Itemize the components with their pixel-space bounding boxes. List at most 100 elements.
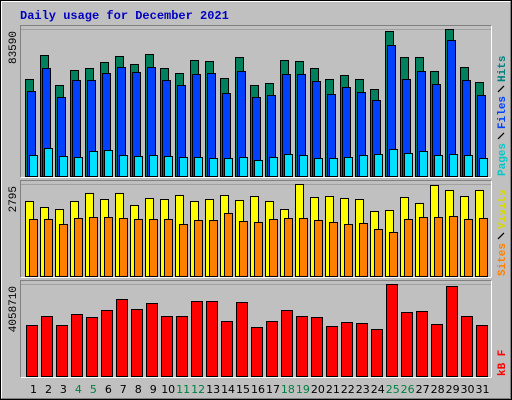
bar (386, 284, 398, 377)
bar (329, 158, 338, 177)
bar (224, 212, 233, 278)
x-tick-label: 17 (266, 383, 280, 396)
x-tick-label: 13 (206, 383, 220, 396)
bar (419, 150, 428, 177)
legend-label: Files (497, 96, 509, 129)
bar (449, 215, 458, 278)
x-tick-label: 5 (90, 383, 97, 396)
bar (101, 310, 113, 377)
x-tick-label: 20 (311, 383, 325, 396)
bar (239, 157, 248, 177)
legend-label: Visits (497, 189, 509, 229)
bar (134, 218, 143, 277)
legend-label: Hits (497, 56, 509, 82)
x-tick-label: 22 (341, 383, 355, 396)
bar (224, 158, 233, 177)
bar (314, 158, 323, 177)
bar (464, 155, 473, 178)
bar (239, 220, 248, 278)
bar (254, 221, 263, 277)
bar (326, 326, 338, 377)
x-tick-label: 2 (45, 383, 52, 396)
bar (359, 223, 368, 278)
bar (206, 301, 218, 377)
x-tick-label: 31 (476, 383, 490, 396)
legend-separator (497, 85, 505, 93)
bar (344, 157, 353, 177)
bar (89, 217, 98, 277)
bar (344, 223, 353, 277)
bar (149, 218, 158, 277)
bar (434, 217, 443, 277)
bar (431, 324, 443, 377)
bar (194, 220, 203, 278)
bar (374, 154, 383, 178)
x-tick-label: 27 (416, 383, 430, 396)
bar (134, 156, 143, 177)
bar (284, 218, 293, 278)
bar (89, 150, 98, 177)
bar (266, 321, 278, 378)
bar (311, 317, 323, 377)
bar (44, 218, 53, 277)
bar (29, 218, 38, 277)
bar (461, 316, 473, 377)
bar (44, 148, 53, 178)
bar (116, 299, 128, 377)
x-tick-label: 23 (356, 383, 370, 396)
bar (314, 220, 323, 278)
bar (236, 302, 248, 378)
bar (299, 218, 308, 278)
bar (299, 155, 308, 178)
bar (356, 323, 368, 378)
x-tick-label: 19 (296, 383, 310, 396)
y-tick-label: 4058710 (8, 286, 20, 332)
legend-label: Pages (497, 143, 509, 176)
bar (446, 286, 458, 378)
chart-title: Daily usage for December 2021 (20, 9, 229, 23)
bar (269, 218, 278, 277)
x-tick-label: 8 (135, 383, 142, 396)
bar (86, 317, 98, 377)
bar (416, 311, 428, 377)
bar (359, 155, 368, 178)
x-tick-label: 28 (431, 383, 445, 396)
bar (404, 152, 413, 177)
bar (434, 155, 443, 178)
legend-label: kB F (497, 350, 509, 376)
bar (146, 303, 158, 377)
bar (251, 327, 263, 377)
x-tick-label: 7 (120, 383, 127, 396)
x-tick-label: 26 (401, 383, 415, 396)
bar (131, 309, 143, 377)
bar (269, 157, 278, 177)
bar (401, 312, 413, 378)
x-tick-label: 4 (75, 383, 82, 396)
legend-label: Sites (497, 243, 509, 276)
x-tick-label: 14 (221, 383, 235, 396)
x-tick-label: 9 (150, 383, 157, 396)
bar (26, 325, 38, 378)
bar (119, 155, 128, 178)
bar (176, 316, 188, 377)
x-tick-label: 25 (386, 383, 400, 396)
x-tick-label: 1 (30, 383, 37, 396)
bar (74, 157, 83, 177)
bar (149, 155, 158, 178)
x-tick-label: 15 (236, 383, 250, 396)
bar (479, 218, 488, 278)
bar (164, 156, 173, 177)
bar (179, 157, 188, 177)
y-tick-label: 83590 (8, 31, 20, 64)
bar (104, 217, 113, 277)
bar (449, 154, 458, 178)
bar (191, 301, 203, 377)
bar (194, 157, 203, 177)
bar (59, 223, 68, 277)
bar (281, 310, 293, 377)
bar (104, 150, 113, 177)
bar (41, 316, 53, 377)
bar (284, 154, 293, 178)
bar (404, 218, 413, 277)
